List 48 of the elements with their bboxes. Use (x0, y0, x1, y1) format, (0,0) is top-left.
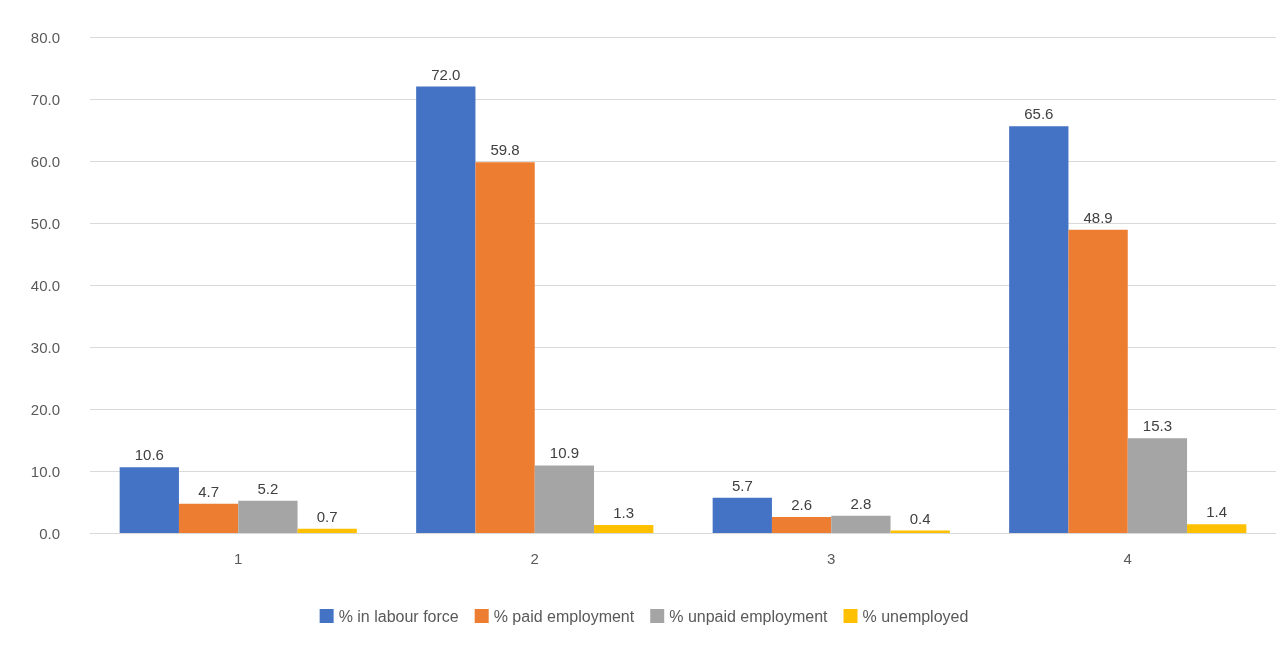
x-tick-label: 4 (1123, 550, 1132, 567)
y-tick-label: 20.0 (30, 400, 60, 418)
data-label: 1.4 (1206, 503, 1228, 521)
y-tick-label: 30.0 (30, 338, 60, 356)
legend-label: % paid employment (493, 607, 635, 625)
bar (1009, 126, 1069, 533)
data-label: 4.7 (198, 482, 220, 500)
data-label: 0.7 (316, 507, 338, 525)
y-tick-label: 80.0 (30, 28, 60, 46)
bar (1127, 438, 1188, 533)
bar (1187, 524, 1247, 533)
bar (771, 516, 832, 533)
data-label: 5.7 (731, 476, 753, 494)
y-tick-label: 0.0 (39, 524, 60, 542)
x-tick-label: 2 (530, 550, 539, 567)
bar (594, 524, 654, 533)
bar (831, 515, 891, 533)
legend-label: % unemployed (862, 607, 969, 625)
data-label: 15.3 (1142, 417, 1172, 435)
data-label: 10.6 (134, 446, 164, 464)
data-label: 5.2 (257, 479, 279, 497)
data-label: 0.4 (909, 509, 931, 527)
data-label: 72.0 (431, 65, 461, 83)
y-tick-label: 10.0 (30, 462, 60, 480)
data-label: 10.9 (549, 444, 579, 462)
data-label: 2.6 (791, 495, 813, 513)
data-label: 2.8 (850, 494, 872, 512)
bar (534, 465, 595, 533)
legend-label: % in labour force (338, 607, 459, 625)
y-tick-label: 40.0 (30, 276, 60, 294)
bar (475, 162, 535, 533)
data-label: 59.8 (490, 141, 520, 159)
bar (238, 500, 298, 533)
y-tick-label: 60.0 (30, 152, 60, 170)
bar (1068, 229, 1128, 533)
x-tick-label: 3 (827, 550, 836, 567)
bar (712, 497, 772, 533)
data-label: 1.3 (613, 503, 635, 521)
bar (178, 503, 239, 533)
x-tick-label: 1 (234, 550, 243, 567)
legend-label: % unpaid employment (669, 607, 829, 625)
data-label: 65.6 (1024, 105, 1054, 123)
bar (297, 528, 357, 533)
data-label: 48.9 (1083, 208, 1113, 226)
y-tick-label: 70.0 (30, 90, 60, 108)
bar (416, 86, 476, 533)
bar (119, 467, 179, 533)
y-tick-label: 50.0 (30, 214, 60, 232)
